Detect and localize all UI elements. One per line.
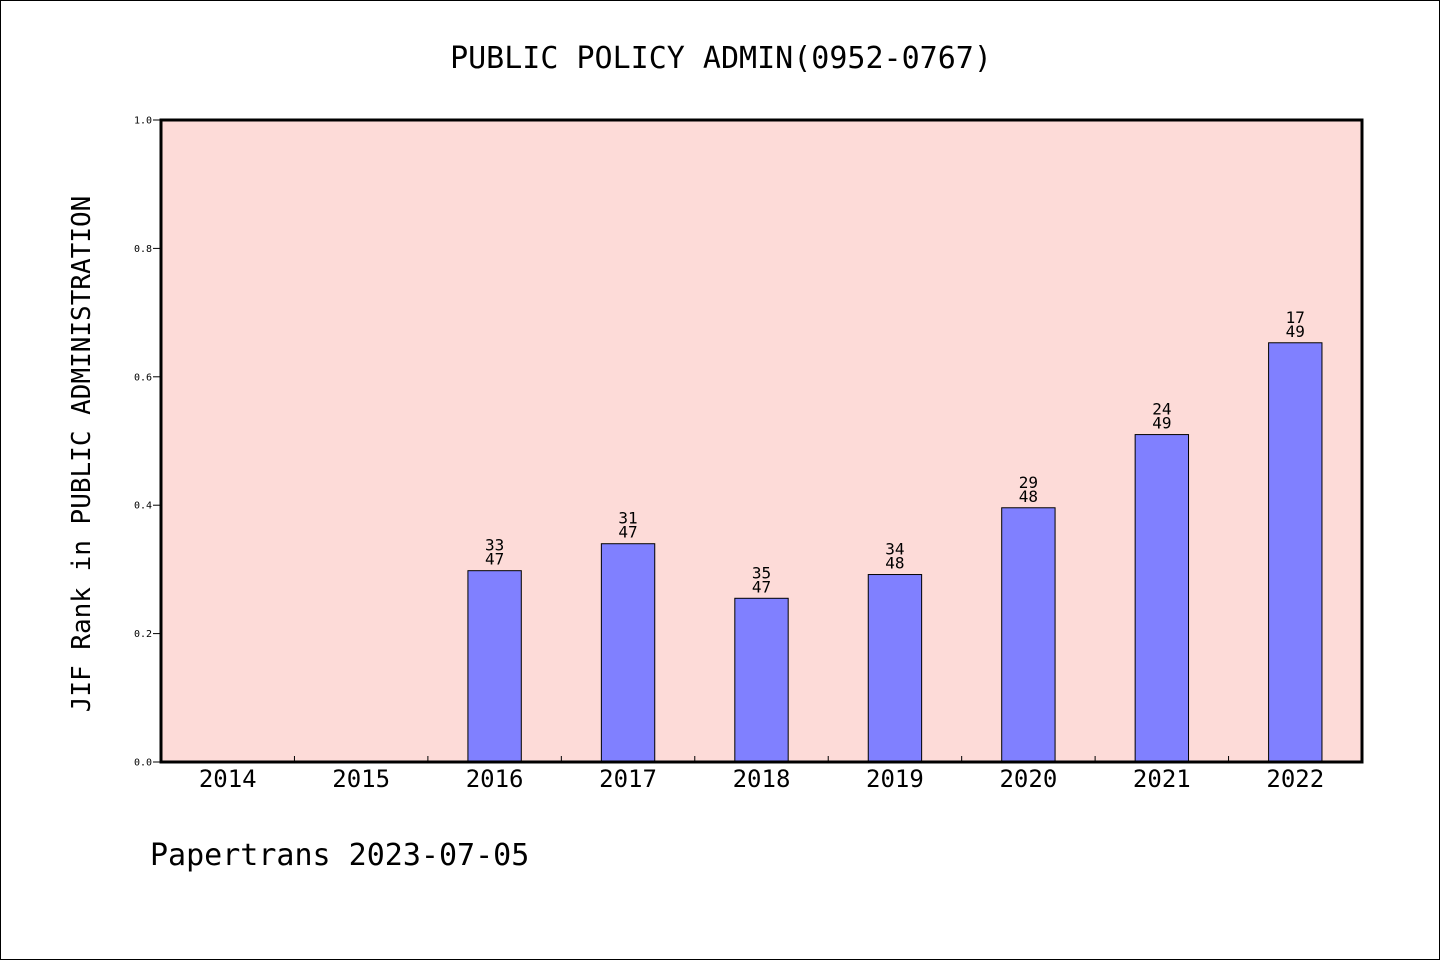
bar-2020 [1001, 507, 1056, 763]
bar-label-total: 49 [1152, 414, 1171, 433]
x-tick-label: 2016 [466, 765, 524, 793]
x-tick-label: 2014 [199, 765, 257, 793]
bar-label-rank: 17 [1286, 308, 1305, 327]
bar-label-rank: 34 [885, 540, 904, 559]
footer-credit: Papertrans 2023-07-05 [150, 838, 529, 873]
bar-label-rank: 33 [485, 536, 504, 555]
y-tick-label: 0.4 [134, 501, 152, 512]
y-axis-label: JIF Rank in PUBLIC ADMINISTRATION [67, 196, 97, 713]
plot-frame [159, 118, 1364, 764]
bar-2019 [867, 574, 923, 763]
x-tick-label: 2017 [599, 765, 657, 793]
bar-2017 [600, 543, 656, 763]
bar-2021 [1134, 434, 1190, 763]
y-tick-label: 0.6 [134, 372, 152, 383]
x-tick-label: 2019 [866, 765, 924, 793]
y-tick-label: 1.0 [134, 116, 152, 127]
ticks-layer: 0.0 0.2 0.4 0.6 0.8 1.0 2014 2015 2016 2017 2018 20… [134, 116, 1324, 794]
y-tick-label: 0.2 [134, 629, 152, 640]
bar-label-total: 47 [752, 577, 771, 596]
chart-title: PUBLIC POLICY ADMIN(0952-0767) [450, 41, 992, 76]
x-tick-label: 2015 [332, 765, 390, 793]
x-tick-label: 2020 [999, 765, 1057, 793]
bar-2018 [734, 597, 789, 763]
bar-label-total: 47 [618, 523, 637, 542]
bar-label-rank: 24 [1152, 400, 1171, 419]
bar-label-total: 47 [485, 550, 504, 569]
bar-label-rank: 31 [618, 509, 637, 528]
bar-label-rank: 35 [752, 563, 771, 582]
x-tick-label: 2021 [1133, 765, 1191, 793]
bar-label-total: 48 [885, 554, 904, 573]
x-tick-label: 2022 [1266, 765, 1324, 793]
bar-label-total: 48 [1019, 487, 1038, 506]
x-tick-label: 2018 [733, 765, 791, 793]
y-tick-label: 0.8 [134, 244, 152, 255]
bar-2022 [1268, 342, 1323, 763]
bar-label-total: 49 [1286, 322, 1305, 341]
bar-label-rank: 29 [1019, 473, 1038, 492]
y-tick-label: 0.0 [134, 758, 152, 769]
bar-2016 [467, 570, 522, 763]
